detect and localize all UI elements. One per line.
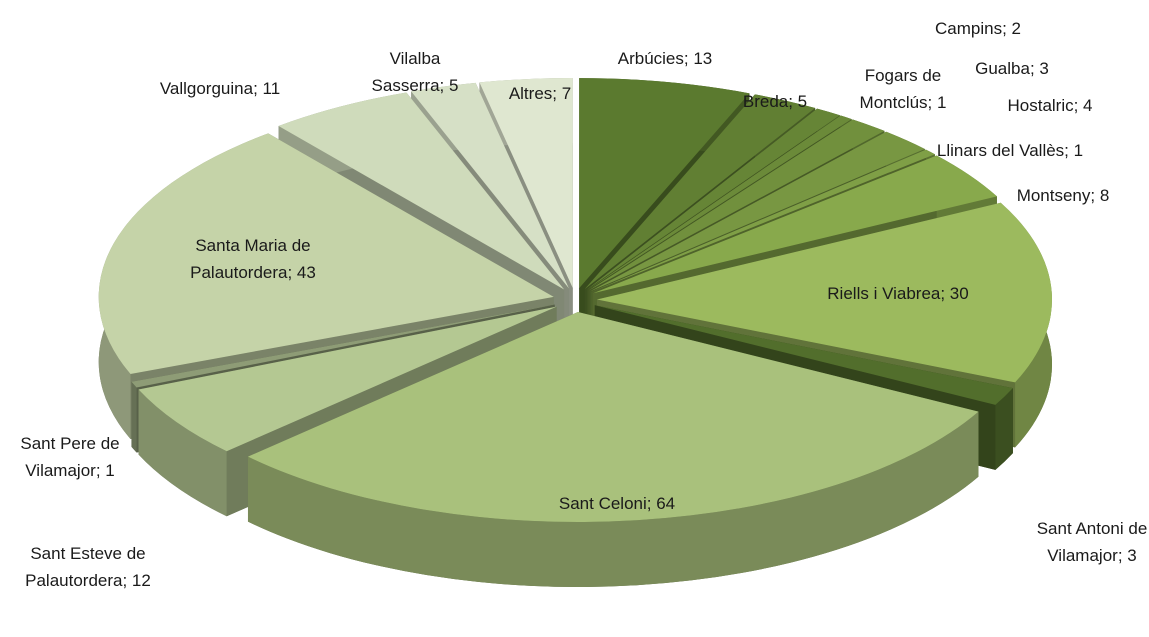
slice [590, 131, 925, 292]
slice-side [247, 411, 979, 587]
slice [247, 311, 979, 522]
data-label: Sant Pere de Vilamajor; 1 [20, 434, 120, 480]
slice-side [995, 388, 1013, 470]
data-label: Breda; 5 [742, 92, 808, 111]
slice [98, 133, 554, 375]
slice [591, 149, 935, 292]
slice [411, 82, 569, 289]
slice [587, 115, 852, 291]
slice [138, 306, 557, 452]
data-label: Sant Antoni de Vilamajor; 3 [1036, 519, 1148, 565]
data-label: Riells i Viabrea; 30 [827, 284, 969, 303]
slice-side [138, 389, 227, 517]
slice-side [131, 381, 137, 453]
data-label: Santa Maria de Palautordera; 43 [190, 236, 316, 282]
data-label: Vallgorguina; 11 [159, 79, 281, 98]
data-label: Gualba; 3 [975, 59, 1049, 78]
data-label: Sant Celoni; 64 [558, 494, 676, 513]
slice [479, 77, 573, 288]
data-label: Altres; 7 [508, 84, 572, 103]
slice [278, 92, 565, 290]
data-label: Vilalba Sasserra; 5 [371, 49, 459, 95]
data-label: Llinars del Vallès; 1 [936, 141, 1084, 160]
data-label: Fogars de Montclús; 1 [859, 66, 947, 112]
slice [131, 304, 555, 388]
data-label: Campins; 2 [935, 19, 1021, 38]
slice [588, 119, 885, 291]
slice [594, 305, 1013, 405]
slice [586, 108, 840, 290]
slice [584, 94, 816, 290]
slice [579, 78, 750, 289]
data-label: Sant Esteve de Palautordera; 12 [25, 544, 151, 590]
data-label: Hostalric; 4 [1007, 96, 1093, 115]
data-label: Arbúcies; 13 [617, 49, 713, 68]
slice [593, 155, 997, 294]
slice [596, 202, 1052, 383]
data-label: Montseny; 8 [1016, 186, 1110, 205]
